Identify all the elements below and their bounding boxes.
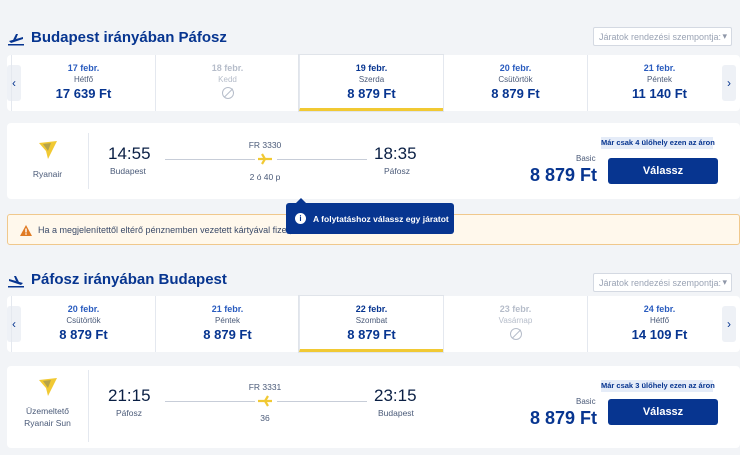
chevron-left-icon[interactable]: ‹	[7, 306, 21, 342]
weekday-label: Csütörtök	[498, 75, 533, 84]
route-line	[165, 401, 255, 402]
date-label: 18 febr.	[211, 63, 244, 73]
date-price: 8 879 Ft	[203, 327, 252, 342]
fare-price: 8 879 Ft	[530, 165, 598, 185]
date-label: 22 febr.	[355, 304, 388, 314]
date-cell-selected[interactable]: 22 febr. Szombat 8 879 Ft	[299, 296, 443, 352]
chevron-down-icon: ▾	[722, 31, 727, 41]
date-price: 11 140 Ft	[632, 86, 687, 101]
date-cell[interactable]: 20 febr. Csütörtök 8 879 Ft	[443, 55, 587, 111]
chevron-down-icon: ▾	[722, 277, 727, 287]
warning-text: Ha a megjelenítettől eltérő pénznemben v…	[38, 225, 300, 235]
airline-block: Üzemeltető Ryanair Sun	[7, 370, 89, 442]
select-flight-tooltip: i A folytatáshoz válassz egy járatot	[286, 198, 454, 234]
chevron-right-icon[interactable]: ›	[722, 306, 736, 342]
ryanair-harp-logo	[38, 141, 57, 159]
info-icon: i	[295, 213, 306, 224]
no-flight-icon	[221, 87, 234, 99]
date-cell-selected[interactable]: 19 febr. Szerda 8 879 Ft	[299, 55, 443, 111]
arrive-city: Budapest	[378, 408, 414, 418]
weekday-label: Hétfő	[649, 316, 670, 325]
date-cell[interactable]: 20 febr. Csütörtök 8 879 Ft	[11, 296, 155, 352]
route-line	[277, 401, 367, 402]
inbound-date-strip: ‹ 20 febr. Csütörtök 8 879 Ft 21 febr. P…	[7, 296, 740, 352]
plane-icon	[258, 395, 272, 407]
weekday-label: Péntek	[647, 75, 672, 84]
outbound-date-strip: ‹ 17 febr. Hétfő 17 639 Ft 18 febr. Kedd…	[7, 55, 740, 111]
seats-left-badge: Már csak 3 ülőhely ezen az áron	[601, 380, 715, 392]
date-label: 19 febr.	[355, 63, 388, 73]
inbound-header: Páfosz irányában Budapest Járatok rendez…	[0, 266, 740, 296]
weekday-label: Kedd	[218, 75, 237, 84]
weekday-label: Hétfő	[73, 75, 94, 84]
date-price: 8 879 Ft	[491, 86, 540, 101]
date-label: 23 febr.	[499, 304, 532, 314]
chevron-right-icon[interactable]: ›	[722, 65, 736, 101]
ryanair-harp-logo	[38, 378, 57, 396]
plane-icon	[8, 276, 24, 288]
flight-duration: 2 ó 40 p	[249, 172, 281, 182]
fare-type: Basic	[576, 154, 596, 163]
arrive-city: Páfosz	[384, 166, 410, 176]
airline-block: Ryanair	[7, 133, 89, 189]
date-label: 21 febr.	[643, 63, 676, 73]
select-flight-button[interactable]: Válassz	[608, 399, 718, 425]
weekday-label: Vasárnap	[498, 316, 533, 325]
outbound-sort-select[interactable]: Járatok rendezési szempontja: ▾	[593, 27, 732, 46]
depart-time: 14:55	[108, 144, 151, 163]
weekday-label: Szombat	[355, 316, 388, 325]
flight-number: FR 3330	[248, 140, 282, 150]
warning-icon	[20, 225, 32, 236]
tooltip-text: A folytatáshoz válassz egy járatot	[313, 214, 449, 224]
route-line	[165, 159, 255, 160]
fare-price: 8 879 Ft	[530, 408, 598, 428]
weekday-label: Csütörtök	[66, 316, 101, 325]
weekday-label: Péntek	[215, 316, 240, 325]
select-flight-button[interactable]: Válassz	[608, 158, 718, 184]
depart-city: Páfosz	[116, 408, 142, 418]
date-price: 17 639 Ft	[55, 86, 112, 101]
date-label: 20 febr.	[67, 304, 100, 314]
chevron-left-icon[interactable]: ‹	[7, 65, 21, 101]
weekday-label: Szerda	[358, 75, 385, 84]
airline-name: Ryanair	[32, 169, 63, 179]
date-cell[interactable]: 17 febr. Hétfő 17 639 Ft	[11, 55, 155, 111]
date-label: 21 febr.	[211, 304, 244, 314]
date-label: 17 febr.	[67, 63, 100, 73]
date-cell[interactable]: 21 febr. Péntek 11 140 Ft	[587, 55, 731, 111]
date-price: 8 879 Ft	[347, 86, 396, 101]
plane-icon	[8, 34, 24, 46]
inbound-title: Páfosz irányában Budapest	[31, 271, 227, 288]
outbound-title: Budapest irányában Páfosz	[31, 29, 227, 46]
date-cell[interactable]: 21 febr. Péntek 8 879 Ft	[155, 296, 299, 352]
date-price: 14 109 Ft	[631, 327, 688, 342]
arrive-time: 18:35	[374, 144, 417, 163]
airline-name: Ryanair Sun	[24, 418, 71, 428]
no-flight-icon	[509, 328, 522, 340]
date-cell: 18 febr. Kedd	[155, 55, 299, 111]
date-price: 8 879 Ft	[347, 327, 396, 342]
plane-icon	[258, 153, 272, 165]
sort-placeholder: Járatok rendezési szempontja:	[599, 278, 722, 288]
operator-label: Üzemeltető	[26, 406, 69, 416]
flight-number: FR 3331	[248, 382, 282, 392]
arrive-time: 23:15	[374, 386, 417, 405]
date-cell: 23 febr. Vasárnap	[443, 296, 587, 352]
depart-time: 21:15	[108, 386, 151, 405]
date-price: 8 879 Ft	[59, 327, 108, 342]
outbound-header: Budapest irányában Páfosz Járatok rendez…	[0, 24, 740, 54]
sort-placeholder: Járatok rendezési szempontja:	[599, 32, 722, 42]
inbound-sort-select[interactable]: Járatok rendezési szempontja: ▾	[593, 273, 732, 292]
inbound-flight-card[interactable]: Üzemeltető Ryanair Sun 21:15 Páfosz FR 3…	[7, 366, 740, 448]
seats-left-badge: Már csak 4 ülőhely ezen az áron	[601, 137, 715, 149]
flight-duration: 36	[260, 413, 270, 423]
date-cell[interactable]: 24 febr. Hétfő 14 109 Ft	[587, 296, 731, 352]
depart-city: Budapest	[110, 166, 146, 176]
date-label: 24 febr.	[643, 304, 676, 314]
route-line	[277, 159, 367, 160]
outbound-flight-card[interactable]: Ryanair 14:55 Budapest FR 3330 2 ó 40 p …	[7, 123, 740, 199]
fare-type: Basic	[576, 397, 596, 406]
date-label: 20 febr.	[499, 63, 532, 73]
